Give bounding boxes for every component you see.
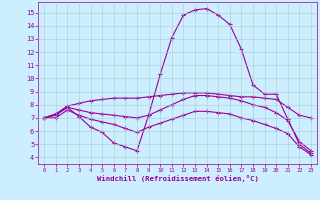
X-axis label: Windchill (Refroidissement éolien,°C): Windchill (Refroidissement éolien,°C) <box>97 175 259 182</box>
